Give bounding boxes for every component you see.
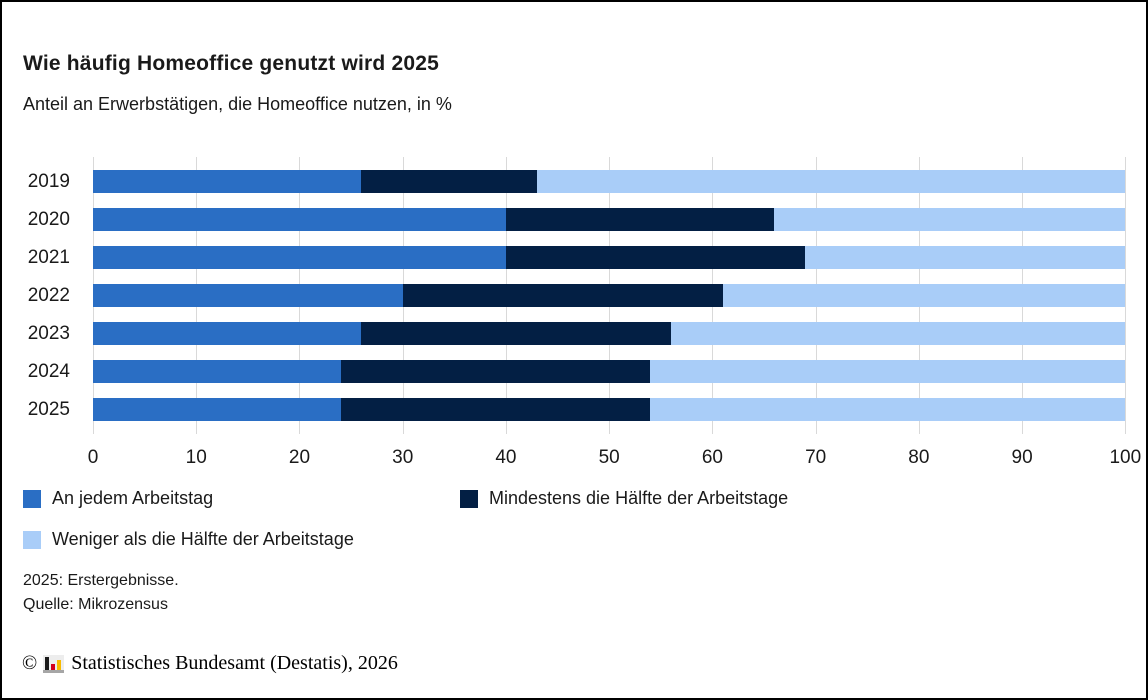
bars-layer xyxy=(93,157,1130,434)
x-axis-tick-label: 20 xyxy=(288,447,311,468)
bar-segment xyxy=(340,360,651,383)
legend-item-weniger-haelfte: Weniger als die Hälfte der Arbeitstage xyxy=(23,529,460,549)
x-axis: 0 10 20 30 40 50 60 70 80 90 100 xyxy=(88,446,1141,470)
x-axis-tick-label: 90 xyxy=(1011,447,1033,468)
y-axis-label: 2019 xyxy=(27,171,70,192)
footnote-quelle: Quelle: Mikrozensus xyxy=(23,596,168,613)
bar-segment xyxy=(361,170,537,193)
bar-segment xyxy=(722,284,1126,307)
y-axis-label: 2025 xyxy=(27,399,70,420)
x-axis-tick-label: 30 xyxy=(392,447,414,468)
legend-swatch-icon xyxy=(23,530,41,549)
bar-row-2024 xyxy=(93,360,1130,383)
legend-swatch-icon xyxy=(460,489,478,508)
bar-segment xyxy=(536,170,1126,193)
y-axis-label: 2024 xyxy=(27,361,70,382)
x-axis-tick-label: 80 xyxy=(908,447,930,468)
y-axis-label: 2023 xyxy=(27,323,70,344)
bar-segment xyxy=(650,360,1126,383)
legend-item-an-jedem-arbeitstag: An jedem Arbeitstag xyxy=(23,488,460,508)
bar-segment xyxy=(93,246,506,269)
x-axis-tick-label: 100 xyxy=(1109,447,1142,468)
bar-segment xyxy=(505,208,775,231)
gridline xyxy=(1125,157,1127,434)
bar-segment xyxy=(93,170,362,193)
bar-segment xyxy=(650,398,1126,421)
x-axis-tick-label: 40 xyxy=(495,447,517,468)
bar-segment xyxy=(93,398,341,421)
y-axis-label: 2020 xyxy=(27,209,70,230)
bar-segment xyxy=(361,322,672,345)
x-axis-tick-label: 10 xyxy=(185,447,207,468)
bar-segment xyxy=(93,284,403,307)
legend-item-mindestens-haelfte: Mindestens die Hälfte der Arbeitstage xyxy=(460,488,789,508)
bar-row-2019 xyxy=(93,170,1130,193)
bar-row-2022 xyxy=(93,284,1130,307)
bar-segment xyxy=(402,284,723,307)
legend-swatch-icon xyxy=(23,489,41,508)
footnote-ergebnisse: 2025: Erstergebnisse. xyxy=(23,572,179,589)
legend: An jedem Arbeitstag Mindestens die Hälft… xyxy=(23,488,789,549)
legend-label: Weniger als die Hälfte der Arbeitstage xyxy=(52,529,354,549)
bar-row-2025 xyxy=(93,398,1130,421)
copyright-symbol: © xyxy=(22,652,38,674)
chart-title: Wie häufig Homeoffice genutzt wird 2025 xyxy=(23,52,439,75)
copyright-text: Statistisches Bundesamt (Destatis), 2026 xyxy=(71,652,398,674)
x-axis-tick-label: 60 xyxy=(701,447,723,468)
y-axis: 2019 2020 2021 2022 2023 2024 2025 xyxy=(2,157,70,434)
copyright-line: © Statistisches Bundesamt (Destatis), 20… xyxy=(22,652,398,675)
plot-area xyxy=(93,157,1130,434)
bar-segment xyxy=(340,398,651,421)
bar-row-2020 xyxy=(93,208,1130,231)
x-axis-tick-label: 0 xyxy=(87,447,99,468)
footnotes: 2025: Erstergebnisse. Quelle: Mikrozensu… xyxy=(23,569,179,617)
legend-label: Mindestens die Hälfte der Arbeitstage xyxy=(489,488,789,508)
bar-segment xyxy=(93,208,506,231)
bar-row-2023 xyxy=(93,322,1130,345)
destatis-logo-icon xyxy=(43,654,65,673)
bar-segment xyxy=(93,322,362,345)
x-axis-tick-label: 70 xyxy=(805,447,827,468)
bar-segment xyxy=(805,246,1126,269)
chart-subtitle: Anteil an Erwerbstätigen, die Homeoffice… xyxy=(23,94,452,114)
bar-segment xyxy=(93,360,341,383)
bar-segment xyxy=(774,208,1126,231)
y-axis-label: 2022 xyxy=(27,285,70,306)
bar-row-2021 xyxy=(93,246,1130,269)
x-axis-tick-label: 50 xyxy=(598,447,620,468)
y-axis-label: 2021 xyxy=(27,247,70,268)
legend-label: An jedem Arbeitstag xyxy=(52,488,214,508)
bar-segment xyxy=(505,246,806,269)
bar-segment xyxy=(671,322,1126,345)
